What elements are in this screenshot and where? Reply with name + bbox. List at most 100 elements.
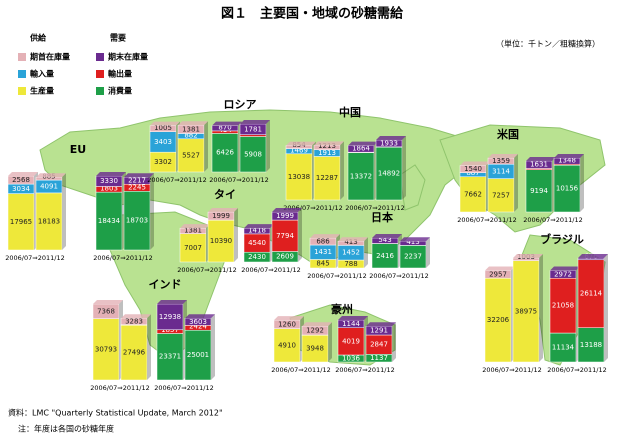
bar-top [121, 314, 151, 319]
bar-top [96, 172, 126, 176]
period-label: 2006/07⇒2011/12 [457, 216, 516, 224]
bar-segment [156, 333, 184, 381]
unit: （単位：千トン／粗糖換算） [496, 39, 600, 49]
segment-label: 4540 [248, 239, 266, 247]
period-label: 2006/07⇒2011/12 [271, 366, 330, 374]
bar-segment [179, 233, 207, 263]
segment-label: 1933 [380, 139, 398, 147]
bar-top [485, 266, 515, 271]
bar-top [578, 254, 608, 258]
segment-label: 18183 [38, 217, 60, 225]
legend-swatch [96, 53, 104, 61]
period-label: 2006/07⇒2011/12 [283, 204, 342, 212]
bar-segment [553, 165, 581, 213]
region-name: ロシア [224, 98, 257, 111]
segment-label: 2847 [370, 341, 388, 349]
segment-label: 1036 [342, 354, 360, 362]
segment-label: 2217 [128, 177, 146, 185]
bar-side [514, 154, 518, 212]
segment-label: 1469 [290, 146, 308, 154]
legend-label: 輸入量 [30, 69, 54, 79]
segment-label: 1137 [370, 354, 388, 362]
segment-label: 3330 [100, 177, 118, 185]
bar-top [488, 154, 518, 159]
segment-label: 1381 [182, 125, 200, 133]
bar-segment [177, 138, 205, 173]
segment-label: 25001 [187, 351, 209, 359]
bar-top [400, 237, 430, 242]
segment-label: 7257 [492, 191, 510, 199]
segment-label: 1418 [248, 226, 266, 234]
bar-top [554, 154, 584, 158]
bar-segment [92, 318, 120, 381]
segment-label: 1359 [492, 157, 510, 165]
bar-top [460, 161, 490, 166]
bar-top [310, 234, 340, 239]
bar-top [93, 300, 123, 304]
bar-segment [375, 146, 403, 201]
segment-label: 12938 [159, 313, 181, 321]
legend-label: 期末在庫量 [108, 52, 148, 62]
bar-segment [347, 152, 375, 201]
period-label: 2006/07⇒2011/12 [547, 366, 606, 374]
segment-label: 7794 [276, 232, 294, 240]
segment-label: 7662 [464, 190, 482, 198]
bar-segment [273, 328, 301, 363]
bar-top [185, 314, 215, 319]
bar-segment [525, 169, 553, 213]
bar-side [604, 254, 608, 362]
bar-segment [211, 133, 239, 173]
segment-label: 1291 [370, 327, 388, 335]
bar-side [234, 208, 238, 262]
bar-top [36, 173, 66, 178]
bar-top [302, 322, 332, 327]
segment-label: 3114 [492, 167, 510, 175]
bar-segment [459, 176, 487, 213]
segment-label: 2430 [248, 253, 266, 261]
segment-label: 882 [184, 131, 197, 139]
segment-label: 1999 [212, 212, 230, 220]
segment-label: 26114 [580, 290, 603, 298]
segment-label: 18434 [98, 217, 121, 225]
bar-top [550, 266, 580, 271]
segment-label: 1005 [154, 124, 172, 132]
bar-segment [271, 219, 299, 252]
segment-label: 3948 [306, 345, 324, 353]
region-name: ブラジル [540, 232, 584, 246]
period-label: 2006/07⇒2011/12 [209, 176, 268, 184]
segment-label: 413 [406, 238, 419, 246]
bar-segment [577, 259, 605, 328]
segment-label: 1144 [342, 320, 360, 328]
period-label: 2006/07⇒2011/12 [5, 254, 64, 262]
segment-label: 9194 [530, 187, 548, 195]
segment-label: 11134 [552, 344, 575, 352]
bar-segment [512, 260, 540, 363]
bar-side [211, 314, 215, 380]
segment-label: 3302 [154, 158, 172, 166]
segment-label: 1260 [278, 320, 296, 328]
segment-label: 2245 [128, 184, 146, 192]
bar-side [328, 322, 332, 362]
period-label: 2006/07⇒2011/12 [147, 176, 206, 184]
legend-swatch [96, 87, 104, 95]
bar-segment [156, 303, 184, 331]
bar-top [526, 156, 556, 161]
bar-top [272, 208, 302, 212]
segment-label: 1864 [352, 145, 370, 153]
source: 資料：LMC "Quarterly Statistical Update, Ma… [8, 408, 223, 418]
region-name: タイ [214, 188, 236, 201]
segment-label: 23371 [159, 353, 181, 361]
bar-segment [337, 327, 365, 356]
legend-label: 輸出量 [108, 69, 132, 79]
segment-label: 2237 [404, 253, 422, 261]
segment-label: 6426 [216, 149, 234, 157]
region-name: インド [149, 278, 182, 291]
legend-title: 供給 [29, 33, 47, 43]
title: 図１ 主要国・地域の砂糖需給 [221, 6, 404, 22]
segment-label: 1631 [530, 161, 548, 169]
region-name: 中国 [339, 105, 361, 119]
bar-side [392, 322, 396, 362]
segment-label: 3034 [12, 185, 30, 193]
period-label: 2006/07⇒2011/12 [369, 272, 428, 280]
